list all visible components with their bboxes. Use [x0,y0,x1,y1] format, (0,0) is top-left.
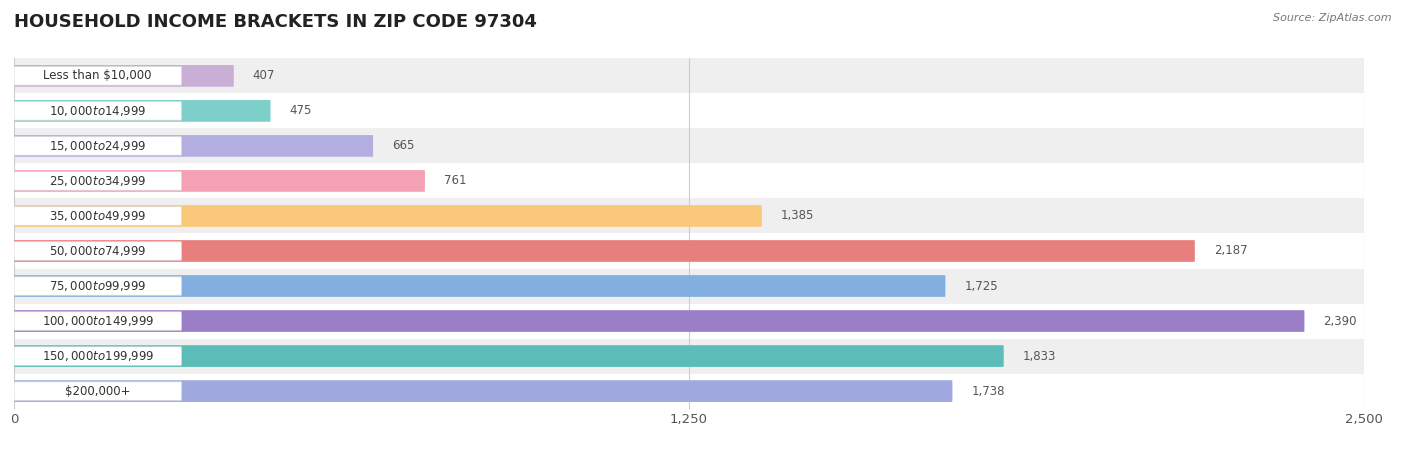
Text: 1,725: 1,725 [965,280,998,292]
Text: 665: 665 [392,140,415,152]
FancyBboxPatch shape [14,347,181,365]
FancyBboxPatch shape [14,207,181,225]
FancyBboxPatch shape [14,339,1364,374]
FancyBboxPatch shape [14,374,1364,409]
FancyBboxPatch shape [14,66,181,85]
Text: $200,000+: $200,000+ [65,385,131,397]
FancyBboxPatch shape [14,310,1305,332]
FancyBboxPatch shape [14,233,1364,269]
Text: 1,385: 1,385 [780,210,814,222]
Text: 2,390: 2,390 [1323,315,1357,327]
FancyBboxPatch shape [14,198,1364,233]
Text: $35,000 to $49,999: $35,000 to $49,999 [49,209,146,223]
FancyBboxPatch shape [14,269,1364,304]
FancyBboxPatch shape [14,275,945,297]
Text: Less than $10,000: Less than $10,000 [44,70,152,82]
FancyBboxPatch shape [14,172,181,190]
Text: 475: 475 [290,105,312,117]
Text: Source: ZipAtlas.com: Source: ZipAtlas.com [1274,13,1392,23]
FancyBboxPatch shape [14,135,373,157]
Text: $50,000 to $74,999: $50,000 to $74,999 [49,244,146,258]
Text: HOUSEHOLD INCOME BRACKETS IN ZIP CODE 97304: HOUSEHOLD INCOME BRACKETS IN ZIP CODE 97… [14,13,537,31]
FancyBboxPatch shape [14,100,270,122]
FancyBboxPatch shape [14,65,233,87]
FancyBboxPatch shape [14,380,952,402]
Text: $15,000 to $24,999: $15,000 to $24,999 [49,139,146,153]
FancyBboxPatch shape [14,240,1195,262]
Text: 2,187: 2,187 [1213,245,1247,257]
FancyBboxPatch shape [14,345,1004,367]
Text: $100,000 to $149,999: $100,000 to $149,999 [42,314,153,328]
FancyBboxPatch shape [14,101,181,120]
FancyBboxPatch shape [14,277,181,295]
FancyBboxPatch shape [14,304,1364,339]
FancyBboxPatch shape [14,242,181,260]
FancyBboxPatch shape [14,93,1364,128]
FancyBboxPatch shape [14,128,1364,163]
FancyBboxPatch shape [14,382,181,401]
Text: $150,000 to $199,999: $150,000 to $199,999 [42,349,153,363]
FancyBboxPatch shape [14,163,1364,198]
Text: $75,000 to $99,999: $75,000 to $99,999 [49,279,146,293]
Text: 1,738: 1,738 [972,385,1005,397]
Text: $10,000 to $14,999: $10,000 to $14,999 [49,104,146,118]
FancyBboxPatch shape [14,136,181,155]
Text: 1,833: 1,833 [1022,350,1056,362]
FancyBboxPatch shape [14,170,425,192]
Text: 407: 407 [253,70,276,82]
FancyBboxPatch shape [14,312,181,330]
Text: 761: 761 [444,175,467,187]
FancyBboxPatch shape [14,58,1364,93]
FancyBboxPatch shape [14,205,762,227]
Text: $25,000 to $34,999: $25,000 to $34,999 [49,174,146,188]
